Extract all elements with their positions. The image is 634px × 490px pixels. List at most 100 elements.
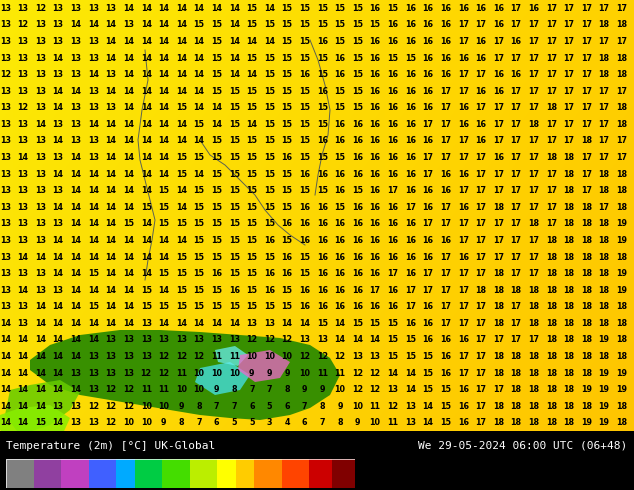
Text: 17: 17: [422, 120, 434, 129]
Text: 16: 16: [281, 269, 292, 278]
Text: 17: 17: [493, 53, 504, 63]
Text: 15: 15: [352, 186, 363, 195]
Text: 13: 13: [35, 220, 46, 228]
Text: 18: 18: [510, 418, 522, 427]
Text: 14: 14: [88, 286, 99, 294]
Text: 16: 16: [458, 120, 469, 129]
Text: 14: 14: [105, 37, 117, 46]
Text: 15: 15: [264, 302, 275, 311]
Text: 12: 12: [123, 385, 134, 394]
Text: 15: 15: [247, 186, 257, 195]
Text: 15: 15: [299, 53, 310, 63]
Text: 15: 15: [299, 103, 310, 112]
Text: 16: 16: [422, 70, 434, 79]
Text: 14: 14: [264, 37, 275, 46]
Text: 14: 14: [229, 53, 240, 63]
Text: 14: 14: [247, 70, 257, 79]
Text: 17: 17: [440, 87, 451, 96]
Text: 15: 15: [281, 53, 292, 63]
Text: 13: 13: [247, 319, 257, 328]
Text: 16: 16: [352, 120, 363, 129]
Text: 17: 17: [510, 302, 522, 311]
Text: 15: 15: [352, 21, 363, 29]
Text: 13: 13: [53, 70, 63, 79]
Text: 6: 6: [284, 402, 290, 411]
Text: 14: 14: [158, 70, 169, 79]
Text: 14: 14: [247, 120, 257, 129]
Text: 13: 13: [211, 336, 222, 344]
Text: 16: 16: [387, 37, 398, 46]
Text: 16: 16: [264, 286, 275, 294]
Text: 19: 19: [581, 418, 592, 427]
Text: 18: 18: [546, 252, 557, 262]
Text: 11: 11: [229, 352, 240, 361]
Text: 14: 14: [229, 21, 240, 29]
Text: 17: 17: [458, 269, 469, 278]
Text: 18: 18: [616, 186, 627, 195]
Text: 17: 17: [422, 220, 434, 228]
Text: 10: 10: [193, 368, 205, 378]
Text: 13: 13: [53, 186, 63, 195]
Text: 15: 15: [281, 103, 292, 112]
Text: 14: 14: [387, 368, 398, 378]
Text: 13: 13: [70, 37, 81, 46]
Text: 18: 18: [616, 418, 627, 427]
Text: 17: 17: [458, 220, 469, 228]
Text: 15: 15: [299, 137, 310, 146]
Text: 18: 18: [546, 236, 557, 245]
Text: 13: 13: [0, 220, 11, 228]
Text: 17: 17: [546, 87, 557, 96]
Text: 16: 16: [317, 37, 328, 46]
Text: 14: 14: [105, 170, 117, 179]
Text: 15: 15: [211, 170, 222, 179]
Text: 14: 14: [17, 368, 29, 378]
Text: 14: 14: [193, 70, 205, 79]
Bar: [309, 459, 332, 488]
Text: 16: 16: [440, 53, 451, 63]
Text: 7: 7: [320, 418, 325, 427]
Text: 16: 16: [493, 153, 504, 162]
Text: 16: 16: [352, 153, 363, 162]
Text: 17: 17: [616, 137, 627, 146]
Text: 17: 17: [546, 120, 557, 129]
Text: 12: 12: [299, 352, 310, 361]
Text: 15: 15: [422, 352, 434, 361]
Text: 17: 17: [564, 70, 574, 79]
Text: 12: 12: [35, 4, 46, 13]
Text: 10: 10: [352, 402, 363, 411]
Text: 16: 16: [405, 70, 416, 79]
Text: 14: 14: [105, 220, 117, 228]
Text: 14: 14: [141, 87, 152, 96]
Text: 14: 14: [70, 252, 81, 262]
Text: 16: 16: [352, 286, 363, 294]
Text: 14: 14: [0, 385, 11, 394]
Text: 15: 15: [193, 236, 205, 245]
Text: 14: 14: [105, 203, 117, 212]
Text: 14: 14: [123, 170, 134, 179]
Text: 14: 14: [229, 70, 240, 79]
Text: 15: 15: [405, 336, 416, 344]
Text: 13: 13: [17, 220, 29, 228]
Text: 16: 16: [458, 53, 469, 63]
Text: 15: 15: [229, 120, 240, 129]
Text: 15: 15: [299, 87, 310, 96]
Text: 14: 14: [53, 352, 63, 361]
Text: 14: 14: [141, 186, 152, 195]
Text: 16: 16: [334, 137, 346, 146]
Text: 18: 18: [563, 186, 574, 195]
Text: 15: 15: [211, 236, 222, 245]
Text: 14: 14: [334, 319, 346, 328]
Text: 17: 17: [510, 319, 522, 328]
Text: 16: 16: [476, 137, 486, 146]
Text: 14: 14: [88, 70, 99, 79]
Text: 18: 18: [546, 286, 557, 294]
Text: 16: 16: [387, 137, 398, 146]
Text: 14: 14: [35, 336, 46, 344]
Text: 15: 15: [370, 21, 380, 29]
Text: 16: 16: [370, 4, 380, 13]
Text: 15: 15: [334, 37, 346, 46]
Text: 17: 17: [458, 153, 469, 162]
Text: 13: 13: [88, 87, 99, 96]
Text: 9: 9: [249, 368, 255, 378]
Text: 16: 16: [370, 53, 380, 63]
